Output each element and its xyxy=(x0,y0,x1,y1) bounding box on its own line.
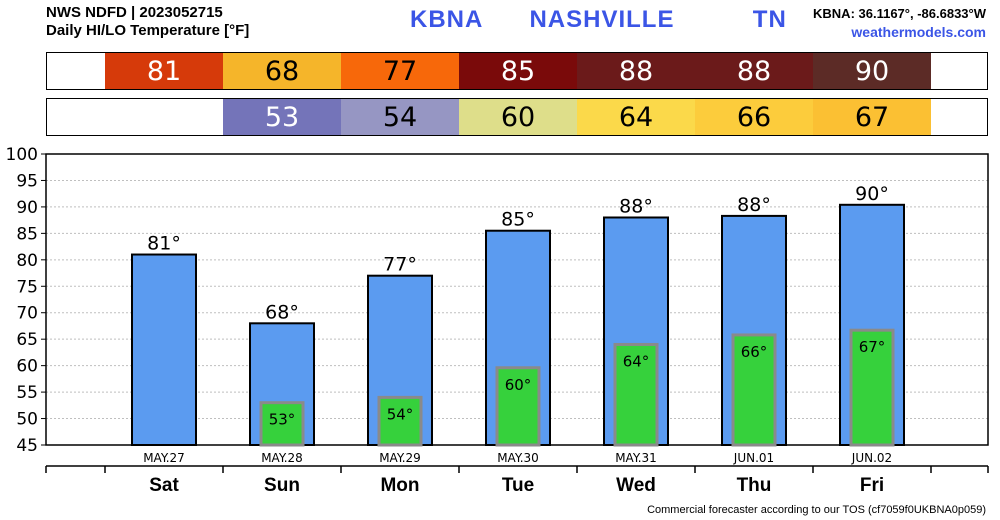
high-temp-bar xyxy=(131,253,197,446)
date-label: MAY.28 xyxy=(261,451,303,465)
high-temp-label: 88° xyxy=(737,194,771,216)
day-label: Tue xyxy=(502,475,534,496)
y-tick-label: 80 xyxy=(16,251,38,271)
header-right: KBNA: 36.1167°, -86.6833°W weathermodels… xyxy=(813,5,986,41)
low-temp-strip: 53 54 60 64 66 67 xyxy=(46,98,988,136)
high-temp-label: 77° xyxy=(383,254,417,276)
low-temp-cell: 67 xyxy=(813,99,931,135)
low-temp-bar xyxy=(613,342,659,447)
y-tick-label: 85 xyxy=(16,224,38,244)
day-label: Wed xyxy=(616,475,656,496)
low-temp-bar xyxy=(849,328,895,447)
product-title: NWS NDFD | 2023052715 xyxy=(46,4,223,21)
y-tick-label: 100 xyxy=(6,145,38,165)
low-temp-cell: 60 xyxy=(459,99,577,135)
low-temp-bar xyxy=(259,401,305,447)
high-temp-cell: 68 xyxy=(223,53,341,89)
date-label: MAY.30 xyxy=(497,451,539,465)
low-temp-cell: 66 xyxy=(695,99,813,135)
date-label: MAY.27 xyxy=(143,451,185,465)
high-temp-label: 68° xyxy=(265,301,299,323)
high-temp-cell: 77 xyxy=(341,53,459,89)
high-temp-label: 88° xyxy=(619,195,653,217)
chart-subtitle: Daily HI/LO Temperature [°F] xyxy=(46,22,250,39)
day-label: Sat xyxy=(149,475,179,496)
low-temp-cell: 64 xyxy=(577,99,695,135)
footer-note: Commercial forecaster according to our T… xyxy=(647,504,986,516)
y-tick-label: 50 xyxy=(16,410,38,430)
y-tick-label: 95 xyxy=(16,171,38,191)
high-temp-strip: 81 68 77 85 88 88 90 xyxy=(46,52,988,90)
low-temp-label: 60° xyxy=(505,376,532,394)
low-temp-cell: 54 xyxy=(341,99,459,135)
low-temp-bar xyxy=(731,333,777,447)
high-temp-cell: 85 xyxy=(459,53,577,89)
high-temp-label: 90° xyxy=(855,183,889,205)
high-temp-label: 85° xyxy=(501,209,535,231)
high-temp-cell: 81 xyxy=(105,53,223,89)
site-link[interactable]: weathermodels.com xyxy=(851,24,986,40)
date-label: MAY.31 xyxy=(615,451,657,465)
low-temp-bar xyxy=(377,395,423,447)
station-title: KBNA NASHVILLE TN xyxy=(410,6,787,33)
high-temp-label: 81° xyxy=(147,233,181,255)
y-tick-label: 90 xyxy=(16,198,38,218)
y-tick-label: 75 xyxy=(16,277,38,297)
low-temp-label: 64° xyxy=(623,352,650,370)
day-label: Thu xyxy=(737,475,772,496)
high-temp-cell: 88 xyxy=(695,53,813,89)
date-label: JUN.01 xyxy=(733,451,774,465)
y-tick-label: 60 xyxy=(16,357,38,377)
date-label: MAY.29 xyxy=(379,451,421,465)
header-left: NWS NDFD | 2023052715 Daily HI/LO Temper… xyxy=(46,4,249,40)
day-label: Mon xyxy=(380,475,419,496)
y-tick-label: 45 xyxy=(16,436,38,456)
y-tick-label: 65 xyxy=(16,330,38,350)
station-coords: KBNA: 36.1167°, -86.6833°W xyxy=(813,6,986,21)
low-temp-bar xyxy=(495,366,541,447)
date-label: JUN.02 xyxy=(851,451,892,465)
day-label: Fri xyxy=(860,475,884,496)
low-temp-label: 54° xyxy=(387,405,414,423)
low-temp-label: 53° xyxy=(269,411,296,429)
y-tick-label: 70 xyxy=(16,304,38,324)
low-temp-label: 67° xyxy=(859,338,886,356)
high-temp-cell: 90 xyxy=(813,53,931,89)
low-temp-cell xyxy=(105,99,223,135)
low-temp-cell: 53 xyxy=(223,99,341,135)
day-label: Sun xyxy=(264,475,300,496)
high-temp-cell: 88 xyxy=(577,53,695,89)
low-temp-label: 66° xyxy=(741,343,768,361)
y-tick-label: 55 xyxy=(16,383,38,403)
